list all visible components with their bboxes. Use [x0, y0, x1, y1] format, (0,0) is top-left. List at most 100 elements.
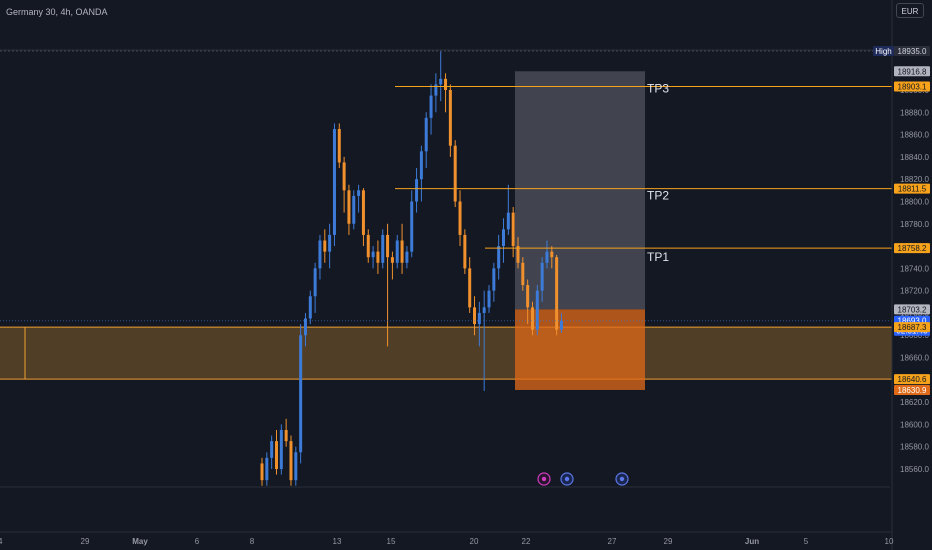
candle-body [313, 268, 317, 297]
price-badge-zone-bottom [894, 374, 930, 385]
annotation-tp2: TP2 [647, 189, 669, 203]
price-tick-label: 18620.0 [900, 398, 929, 407]
candle-body [361, 190, 365, 235]
candle-body [487, 290, 491, 308]
high-tag [873, 45, 894, 56]
candle-body [439, 78, 443, 85]
candle-body [328, 234, 332, 252]
price-tick-label: 18580.0 [900, 443, 929, 452]
time-tick-label: 5 [804, 537, 809, 546]
candle-body [559, 320, 563, 330]
price-badge-text-tp3: 18903.1 [898, 83, 927, 92]
price-tick-label: 18860.0 [900, 131, 929, 140]
price-tick-label: 18820.0 [900, 175, 929, 184]
time-tick-label: 13 [333, 537, 342, 546]
time-axis[interactable]: 24 29 May 6 8 13 15 20 22 27 29 Jun 5 10 [0, 531, 894, 546]
candle-body [395, 240, 399, 263]
candle-body [371, 251, 375, 258]
candle-body [318, 240, 322, 269]
candle-body [270, 441, 274, 458]
candle-body [337, 129, 341, 163]
candle-body [390, 257, 394, 263]
candle-body [429, 95, 433, 118]
price-tick-label: 18660.0 [900, 354, 929, 363]
high-tag-text: High [875, 47, 891, 56]
candle-body [323, 240, 327, 252]
time-tick-label: 29 [81, 537, 90, 546]
price-badge-tp3 [894, 81, 930, 92]
candle-body [410, 201, 414, 252]
candle-body [260, 463, 264, 481]
candle-body [400, 240, 404, 263]
annotation-tp3: TP3 [647, 82, 669, 96]
candle-body [545, 251, 549, 263]
candle-body [386, 234, 390, 258]
candle-body [342, 162, 346, 191]
candle-body [289, 441, 293, 481]
symbol-title: Germany 30, 4h, OANDA [6, 7, 108, 17]
candle-body [550, 251, 554, 258]
candle-body [332, 129, 336, 235]
candle-body [492, 268, 496, 291]
price-badge-text-last: 18693.0 [898, 317, 927, 326]
candle-body [477, 312, 481, 325]
candle-body [506, 212, 510, 230]
price-badges: 18935.0 High 18916.8 18903.1 18811.5 18758.2 1… [0, 45, 930, 395]
price-badge-tp2 [894, 183, 930, 194]
candle-body [448, 90, 452, 146]
candle-body [463, 234, 467, 269]
candles [260, 50, 563, 486]
price-tick-label: 18880.0 [900, 108, 929, 117]
candle-body [453, 145, 457, 202]
annotation-tp1: TP1 [647, 250, 669, 264]
price-tick-label: 18840.0 [900, 153, 929, 162]
price-badge-text-High: 18935.0 [898, 47, 927, 56]
candle-body [521, 262, 525, 286]
time-tick-label: May [132, 537, 148, 546]
candle-body [540, 262, 544, 291]
price-badge-level [894, 66, 930, 77]
grid [0, 49, 890, 488]
candle-body [265, 457, 269, 481]
candle-body [424, 117, 428, 152]
price-badge-level [894, 304, 930, 315]
levels [0, 86, 892, 322]
annotations: TP3 TP2 TP1 [647, 82, 669, 265]
candle-body [530, 307, 534, 330]
candle-body [376, 251, 380, 263]
time-tick-label: 22 [522, 537, 531, 546]
price-badge-tp1 [894, 243, 930, 254]
target-area [515, 71, 645, 310]
price-tick-label: 18720.0 [900, 287, 929, 296]
price-badge-text-level: 18703.2 [898, 305, 927, 314]
time-tick-label: 15 [387, 537, 396, 546]
time-tick-label: 27 [608, 537, 617, 546]
candle-body [526, 285, 530, 308]
candle-body [284, 429, 288, 442]
price-badge-text-tp1: 18758.2 [898, 244, 927, 253]
candle-body [502, 229, 505, 247]
price-tick-label: 18600.0 [900, 420, 929, 429]
currency-button[interactable]: EUR [896, 3, 924, 18]
time-tick-label: 8 [250, 537, 255, 546]
price-tick-label: 18780.0 [900, 220, 929, 229]
events[interactable] [537, 472, 629, 486]
time-tick-label: 6 [195, 537, 200, 546]
candle-body [535, 290, 539, 330]
candle-body [347, 190, 351, 224]
price-badge-High [894, 45, 930, 56]
candle-body [458, 201, 462, 235]
candle-body [555, 257, 559, 330]
price-badge-text-level: 18916.8 [898, 67, 927, 76]
support-zone [0, 327, 892, 380]
time-tick-label: 20 [470, 537, 479, 546]
candle-body [357, 190, 361, 196]
price-tick-label: 18740.0 [900, 264, 929, 273]
time-tick-label: Jun [745, 537, 759, 546]
candle-body [294, 452, 298, 481]
time-tick-label: 10 [885, 537, 894, 546]
candle-body [497, 246, 501, 269]
lightning-event-icon-glyph [541, 476, 547, 482]
